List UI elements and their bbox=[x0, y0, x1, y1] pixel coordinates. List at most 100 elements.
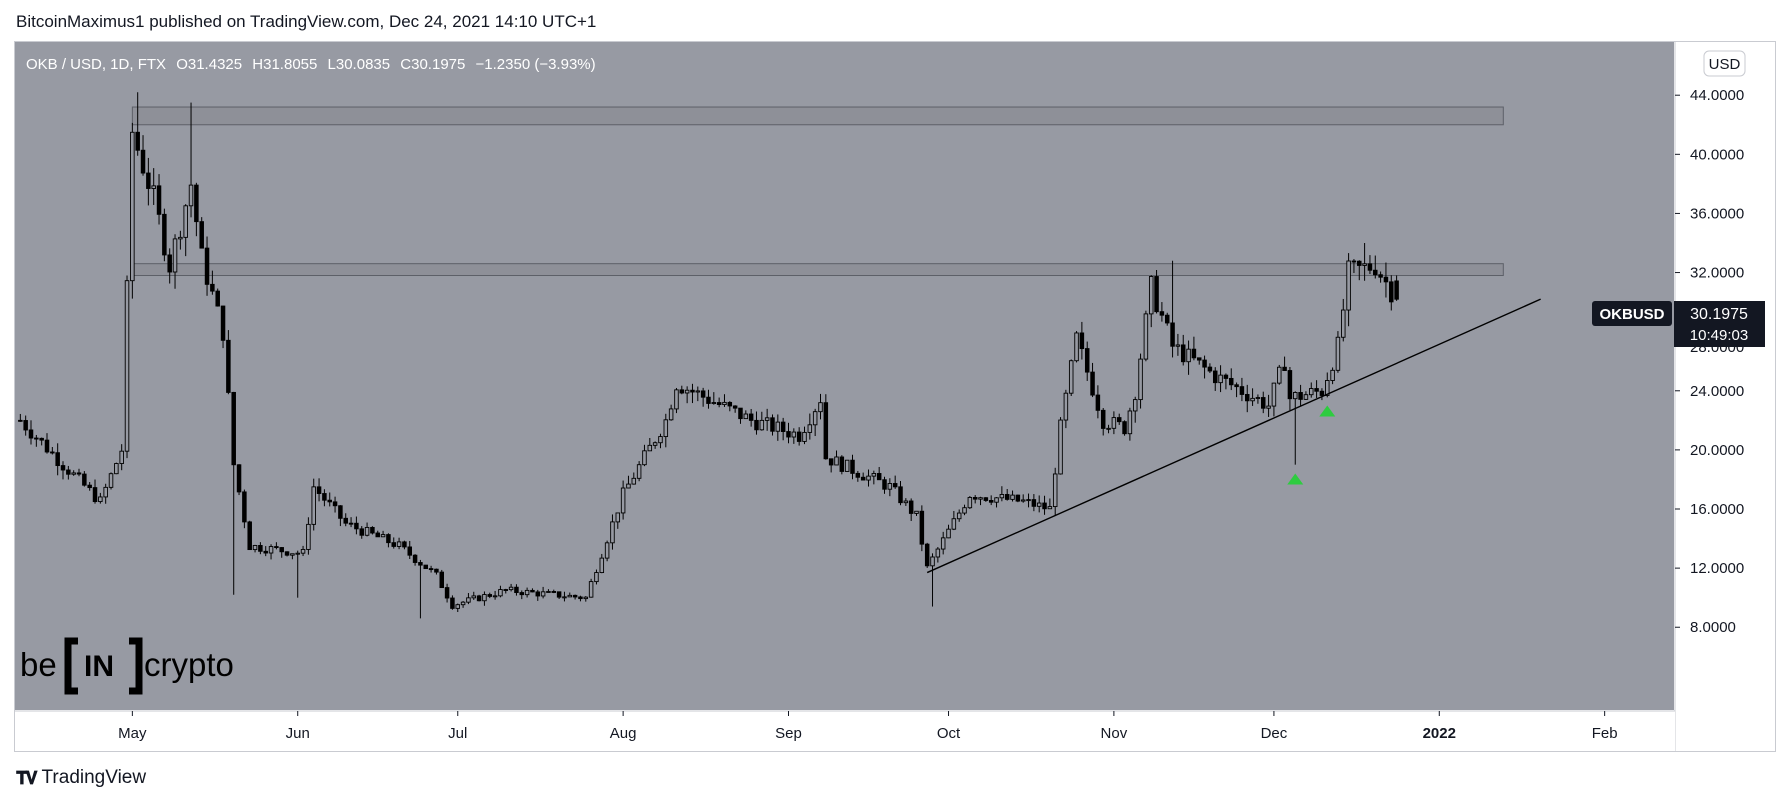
candle-body bbox=[1389, 281, 1394, 303]
candle-body bbox=[994, 497, 999, 503]
candle-body bbox=[492, 595, 498, 598]
y-tick-label: 24.0000 bbox=[1690, 383, 1744, 400]
candle-body bbox=[1175, 344, 1181, 347]
candle-body bbox=[466, 597, 471, 603]
price-axis[interactable] bbox=[1675, 42, 1775, 751]
candle-body bbox=[1122, 421, 1127, 435]
candle-body bbox=[967, 497, 973, 509]
candle-body bbox=[919, 510, 925, 545]
candle-body bbox=[76, 472, 82, 475]
candle-body bbox=[1277, 366, 1282, 384]
candle-body bbox=[903, 500, 909, 504]
candle-body bbox=[1287, 370, 1293, 400]
x-tick-label: Nov bbox=[1101, 725, 1128, 742]
candle-body bbox=[1367, 263, 1373, 271]
tradingview-logo-icon[interactable]: 𝐓𝐕 bbox=[16, 767, 37, 788]
candle-body bbox=[882, 479, 887, 490]
candle-body bbox=[535, 591, 541, 597]
candle-body bbox=[71, 472, 76, 475]
candle-body bbox=[1330, 369, 1335, 381]
candle-body bbox=[1090, 371, 1095, 396]
legend-symbol: OKB / USD, 1D, FTX bbox=[26, 56, 166, 73]
candle-body bbox=[455, 604, 461, 609]
candle-body bbox=[1378, 274, 1383, 278]
candle-body bbox=[1319, 390, 1325, 396]
candle-body bbox=[935, 548, 941, 558]
candle-body bbox=[972, 497, 978, 500]
candle-body bbox=[588, 581, 594, 598]
candle-body bbox=[748, 413, 754, 421]
resistance-zone-1 bbox=[131, 106, 1504, 126]
candle-body bbox=[796, 431, 802, 442]
candle-body bbox=[316, 486, 322, 494]
candle-body bbox=[1357, 260, 1362, 266]
candle-body bbox=[412, 554, 418, 563]
candle-body bbox=[1346, 260, 1351, 311]
y-tick-label: 36.0000 bbox=[1690, 205, 1744, 222]
candle-body bbox=[700, 390, 706, 398]
watermark-crypto: crypto bbox=[144, 646, 234, 683]
candle-body bbox=[162, 213, 167, 256]
candle-body bbox=[844, 459, 850, 472]
candle-body bbox=[780, 421, 786, 432]
candle-body bbox=[604, 542, 610, 559]
candle-body bbox=[711, 402, 717, 404]
candle-body bbox=[391, 542, 396, 547]
candle-body bbox=[786, 431, 791, 438]
candle-body bbox=[210, 283, 215, 292]
candle-body bbox=[375, 532, 380, 538]
price-tag-price: 30.1975 bbox=[1690, 306, 1748, 323]
candle-body bbox=[647, 444, 653, 452]
candle-body bbox=[823, 402, 829, 460]
candle-body bbox=[679, 389, 685, 394]
candle-body bbox=[855, 472, 861, 478]
candle-body bbox=[610, 521, 615, 544]
candle-body bbox=[1036, 502, 1042, 507]
plot-area[interactable] bbox=[15, 42, 1674, 710]
candle-body bbox=[268, 546, 274, 554]
candle-body bbox=[556, 591, 562, 598]
x-tick-label: Jun bbox=[286, 725, 310, 742]
candle-body bbox=[999, 494, 1005, 499]
candle-body bbox=[1143, 313, 1149, 360]
candle-body bbox=[1068, 360, 1074, 394]
currency-button[interactable]: USD bbox=[1703, 50, 1746, 77]
legend-low: 30.0835 bbox=[336, 56, 390, 73]
candle-body bbox=[263, 550, 268, 554]
candle-body bbox=[1127, 410, 1133, 435]
footer-brand[interactable]: TradingView bbox=[41, 767, 147, 788]
candle-body bbox=[1373, 269, 1378, 276]
y-tick-label: 44.0000 bbox=[1690, 87, 1744, 104]
candle-body bbox=[599, 557, 605, 574]
candle-body bbox=[674, 389, 679, 410]
candle-body bbox=[1106, 427, 1111, 430]
y-tick-label: 20.0000 bbox=[1690, 442, 1744, 459]
candle-body bbox=[114, 463, 119, 475]
legend-open-label: O bbox=[176, 56, 188, 73]
footer: 𝐓𝐕 TradingView bbox=[16, 767, 146, 789]
candle-body bbox=[34, 437, 39, 440]
candle-body bbox=[402, 541, 407, 548]
time-axis[interactable] bbox=[15, 711, 1675, 751]
candle-body bbox=[1383, 276, 1389, 283]
publisher-header: BitcoinMaximus1 published on TradingView… bbox=[16, 12, 597, 31]
candle-body bbox=[444, 587, 450, 599]
legend-high: 31.8055 bbox=[263, 56, 317, 73]
candle-body bbox=[962, 507, 967, 514]
candle-body bbox=[946, 528, 951, 539]
candle-body bbox=[871, 473, 877, 477]
resistance-zone-2 bbox=[131, 263, 1504, 277]
candle-body bbox=[956, 512, 962, 520]
candle-body bbox=[887, 483, 893, 490]
svg-text:USD: USD bbox=[1709, 56, 1741, 73]
candle-body bbox=[620, 487, 626, 514]
candle-body bbox=[343, 517, 348, 524]
candle-body bbox=[204, 247, 210, 285]
candle-body bbox=[631, 477, 637, 485]
arrow-markers bbox=[1287, 405, 1336, 485]
y-tick-label: 32.0000 bbox=[1690, 265, 1744, 282]
candle-body bbox=[892, 483, 898, 488]
candle-body bbox=[135, 131, 140, 151]
candle-body bbox=[274, 546, 279, 549]
